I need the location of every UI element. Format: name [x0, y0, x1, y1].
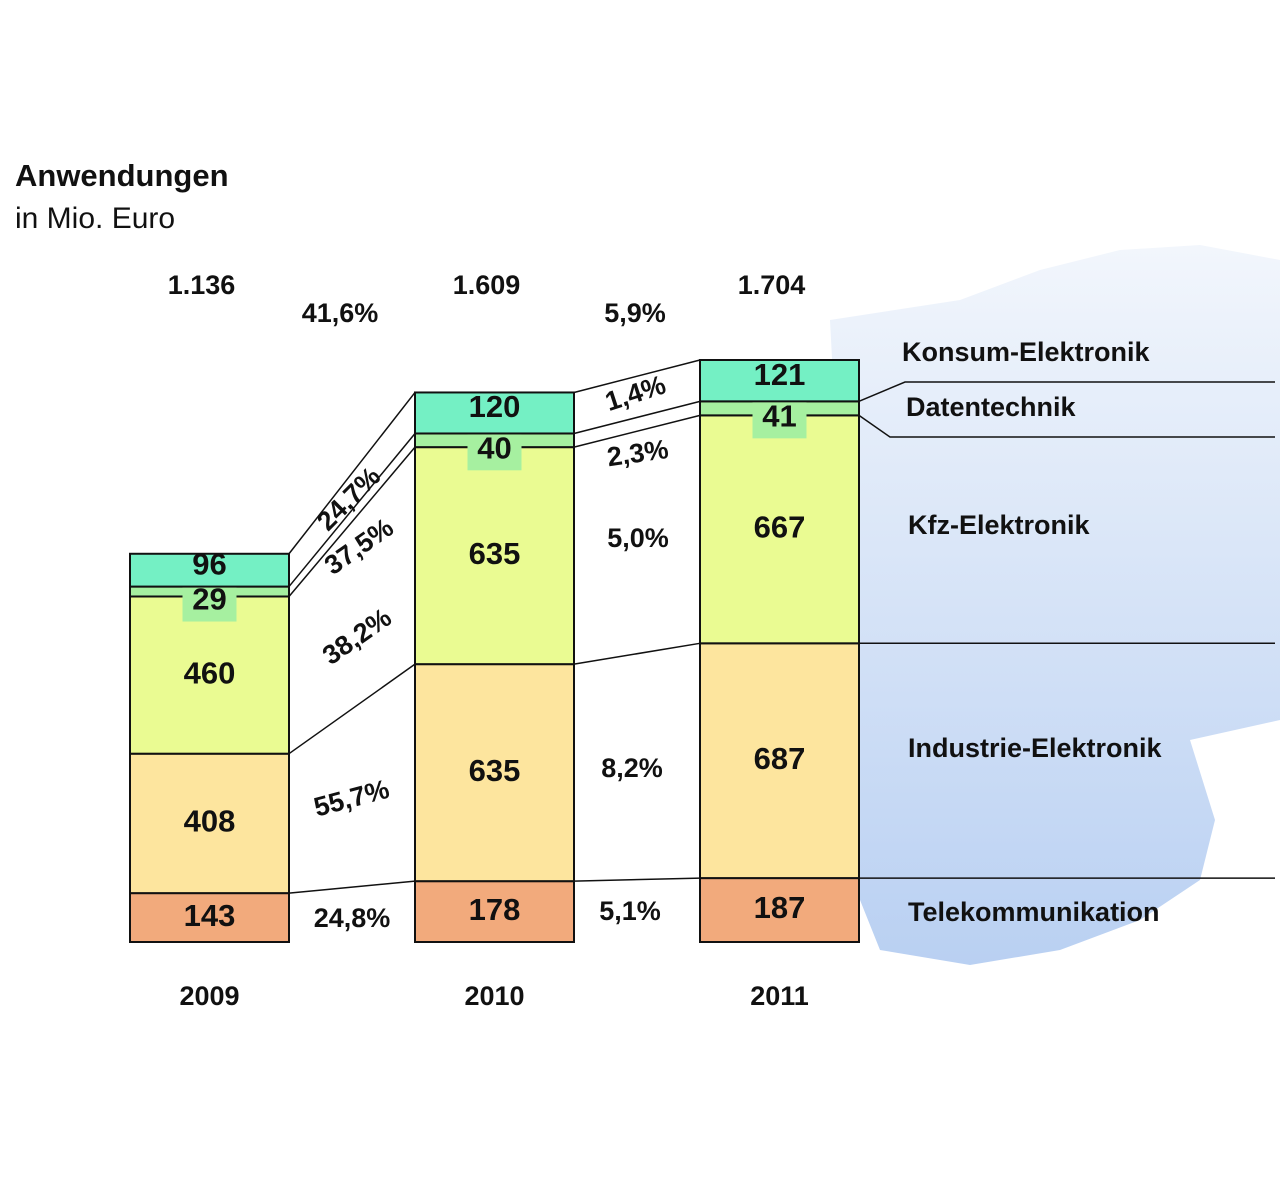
bar-segment — [414, 446, 575, 666]
leader-line — [858, 381, 1275, 403]
x-tick-label: 2010 — [464, 981, 524, 1011]
connector-line — [288, 432, 416, 588]
total-label: 1.704 — [738, 270, 806, 300]
growth-label: 5,0% — [607, 523, 669, 553]
growth-label: 5,1% — [599, 896, 661, 926]
x-tick-label: 2011 — [750, 981, 809, 1011]
growth-label: 55,7% — [311, 774, 393, 823]
bar-segment — [414, 663, 575, 883]
connector-line — [573, 642, 701, 665]
label-bg — [467, 430, 522, 471]
connector-line — [288, 392, 416, 555]
legend-label: Kfz-Elektronik — [908, 510, 1091, 540]
x-tick-label: 2009 — [179, 981, 239, 1011]
segment-label: 635 — [469, 536, 521, 571]
segment-label: 408 — [184, 804, 236, 839]
total-label: 1.136 — [168, 270, 236, 300]
bar-segment — [129, 752, 290, 895]
bar-segment — [129, 892, 290, 943]
legend-label: Datentechnik — [906, 392, 1077, 422]
connector-line — [573, 877, 701, 882]
segment-label: 120 — [469, 389, 521, 424]
growth-label: 38,2% — [317, 602, 397, 670]
segment-label: 460 — [184, 655, 236, 690]
connector-line — [288, 880, 416, 894]
leader-line — [858, 414, 1275, 438]
chart-title: Anwendungen — [15, 158, 229, 193]
segment-label: 178 — [469, 892, 521, 927]
segment-label: 121 — [754, 357, 806, 392]
connector-line — [573, 414, 701, 448]
bar-segment — [699, 877, 860, 943]
segment-label: 41 — [762, 399, 796, 434]
legend-label: Telekommunikation — [908, 897, 1160, 927]
total-growth-label: 5,9% — [604, 298, 666, 328]
segment-label: 635 — [469, 753, 521, 788]
connector-line — [288, 663, 416, 755]
growth-label: 8,2% — [601, 753, 663, 783]
legend-label: Konsum-Elektronik — [902, 337, 1151, 367]
bar-segment — [414, 880, 575, 943]
segment-label: 143 — [184, 898, 236, 933]
growth-label: 1,4% — [602, 369, 670, 417]
bar-segment — [699, 359, 860, 403]
segment-label: 96 — [192, 546, 226, 581]
total-label: 1.609 — [453, 270, 521, 300]
bar-segment — [129, 552, 290, 588]
segment-label: 667 — [754, 510, 806, 545]
connector-line — [573, 400, 701, 435]
growth-label: 2,3% — [605, 434, 670, 472]
bar-segment — [699, 414, 860, 645]
segment-label: 687 — [754, 741, 806, 776]
segment-label: 40 — [477, 430, 511, 465]
bar-segment — [699, 642, 860, 880]
bar-segment — [129, 595, 290, 755]
label-bg — [182, 581, 237, 622]
legend-label: Industrie-Elektronik — [908, 733, 1163, 763]
chart-subtitle: in Mio. Euro — [15, 202, 175, 235]
bar-segment — [414, 391, 575, 435]
segment-label: 187 — [754, 890, 806, 925]
connector-line — [288, 446, 416, 597]
map-background — [830, 245, 1280, 965]
connector-line — [573, 359, 701, 394]
growth-label: 24,8% — [314, 903, 391, 933]
total-growth-label: 41,6% — [302, 298, 379, 328]
label-bg — [752, 398, 807, 439]
